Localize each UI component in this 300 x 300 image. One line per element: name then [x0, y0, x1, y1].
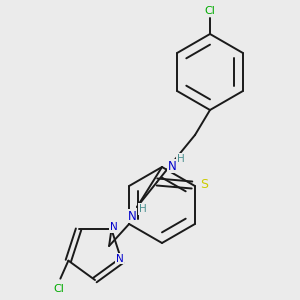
Text: H: H: [177, 154, 185, 164]
Text: H: H: [139, 204, 147, 214]
Text: S: S: [200, 178, 208, 191]
Text: Cl: Cl: [53, 284, 64, 294]
Text: N: N: [116, 254, 124, 264]
Text: N: N: [168, 160, 176, 172]
Text: Cl: Cl: [205, 6, 215, 16]
Text: N: N: [128, 209, 136, 223]
Text: N: N: [110, 222, 117, 232]
